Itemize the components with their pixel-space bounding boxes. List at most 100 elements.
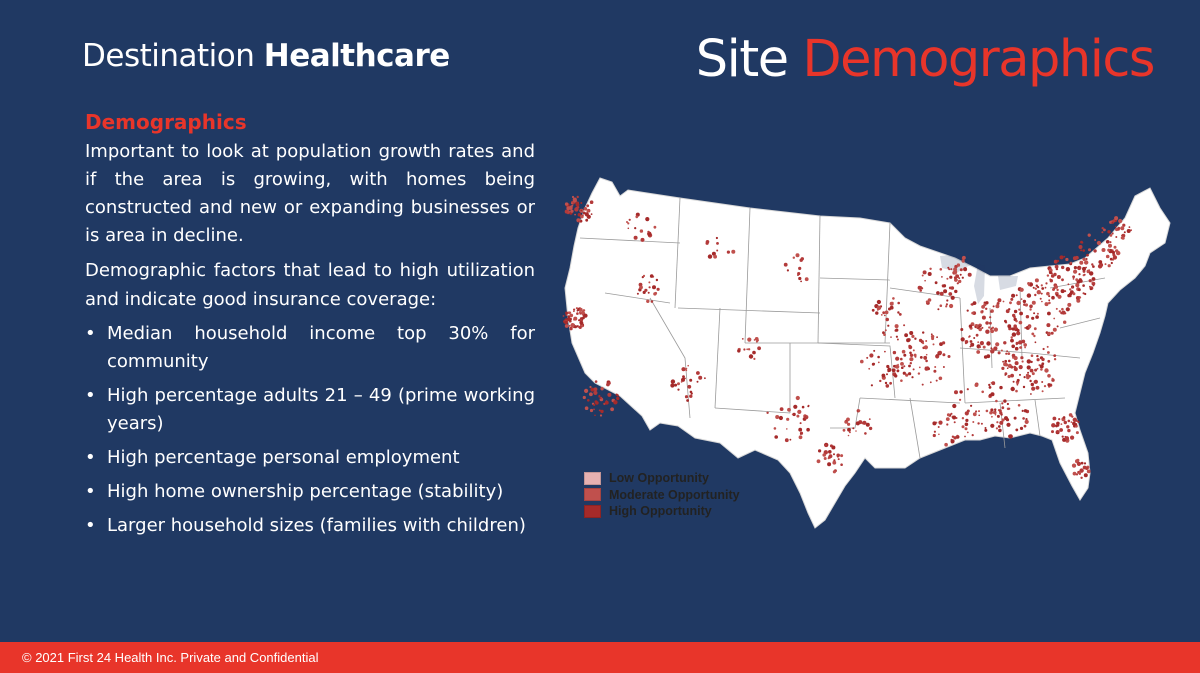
opportunity-dot	[1105, 240, 1110, 244]
opportunity-dot	[954, 289, 958, 294]
opportunity-dot	[1071, 286, 1074, 289]
opportunity-dot	[947, 355, 951, 358]
opportunity-dot	[1041, 287, 1045, 290]
opportunity-dot	[937, 308, 940, 311]
opportunity-dot	[1014, 346, 1019, 351]
opportunity-dot	[1046, 291, 1050, 296]
opportunity-dot	[1078, 471, 1082, 474]
opportunity-dot	[599, 414, 603, 417]
opportunity-dot	[950, 286, 955, 290]
opportunity-dot	[783, 262, 788, 267]
opportunity-dot	[964, 342, 967, 345]
opportunity-dot	[670, 379, 676, 384]
legend-swatch-moderate	[584, 488, 601, 502]
opportunity-dot	[894, 374, 898, 378]
opportunity-dot	[1010, 365, 1014, 369]
opportunity-dot	[713, 254, 717, 259]
opportunity-dot	[633, 235, 638, 240]
opportunity-dot	[959, 398, 962, 401]
opportunity-dot	[964, 435, 966, 438]
opportunity-dot	[571, 195, 575, 199]
opportunity-dot	[1014, 361, 1019, 366]
opportunity-dot	[791, 413, 794, 416]
opportunity-dot	[564, 320, 568, 325]
opportunity-dot	[757, 346, 761, 351]
opportunity-dot	[1041, 362, 1045, 366]
opportunity-dot	[1061, 307, 1064, 311]
opportunity-dot	[942, 341, 946, 345]
opportunity-dot	[949, 303, 954, 309]
opportunity-dot	[858, 409, 861, 412]
opportunity-dot	[997, 351, 1001, 355]
opportunity-dot	[904, 333, 908, 338]
opportunity-dot	[991, 381, 996, 386]
opportunity-dot	[798, 427, 803, 432]
opportunity-dot	[1046, 274, 1050, 277]
opportunity-dot	[971, 434, 974, 437]
opportunity-dot	[917, 372, 921, 375]
opportunity-dot	[868, 426, 873, 431]
opportunity-dot	[656, 287, 660, 291]
opportunity-dot	[946, 299, 949, 302]
opportunity-dot	[881, 373, 886, 378]
opportunity-dot	[1072, 292, 1076, 296]
opportunity-dot	[1048, 299, 1051, 302]
opportunity-dot	[1044, 368, 1049, 373]
opportunity-dot	[979, 346, 982, 349]
opportunity-dot	[1089, 271, 1094, 276]
opportunity-dot	[966, 431, 969, 434]
opportunity-dot	[1070, 415, 1073, 418]
opportunity-dot	[1047, 383, 1051, 387]
opportunity-dot	[935, 379, 938, 382]
opportunity-dot	[573, 316, 578, 321]
opportunity-dot	[909, 362, 912, 365]
opportunity-dot	[1105, 254, 1110, 259]
opportunity-dot	[642, 274, 646, 277]
opportunity-dot	[737, 349, 741, 353]
opportunity-dot	[824, 444, 828, 447]
opportunity-dot	[1015, 294, 1018, 297]
brand-logo: Destination Healthcare	[82, 38, 450, 74]
opportunity-dot	[972, 412, 977, 417]
opportunity-dot	[966, 309, 969, 312]
opportunity-dot	[576, 218, 581, 223]
opportunity-dot	[670, 383, 675, 388]
opportunity-dot	[909, 357, 914, 362]
opportunity-dot	[847, 427, 851, 432]
opportunity-dot	[653, 225, 657, 229]
opportunity-dot	[579, 321, 584, 325]
opportunity-dot	[852, 427, 855, 430]
opportunity-dot	[992, 305, 995, 308]
opportunity-dot	[639, 229, 644, 233]
opportunity-dot	[1006, 350, 1008, 353]
opportunity-dot	[934, 366, 937, 368]
opportunity-dot	[953, 421, 956, 424]
opportunity-dot	[569, 321, 571, 323]
opportunity-dot	[806, 427, 810, 432]
opportunity-dot	[864, 432, 867, 435]
opportunity-dot	[1080, 476, 1083, 479]
opportunity-dot	[905, 373, 909, 377]
opportunity-dot	[868, 367, 871, 370]
opportunity-dot	[1079, 260, 1084, 265]
list-item: High percentage adults 21 – 49 (prime wo…	[85, 382, 535, 438]
opportunity-dot	[836, 453, 840, 458]
opportunity-dot	[1061, 265, 1065, 270]
opportunity-dot	[589, 408, 594, 413]
opportunity-dot	[1064, 312, 1067, 315]
opportunity-dot	[991, 326, 995, 329]
opportunity-dot	[990, 329, 994, 334]
opportunity-dot	[593, 403, 596, 406]
opportunity-dot	[922, 331, 925, 334]
opportunity-dot	[974, 326, 977, 328]
opportunity-dot	[565, 311, 569, 315]
opportunity-dot	[919, 289, 922, 292]
opportunity-dot	[594, 380, 598, 383]
opportunity-dot	[681, 367, 686, 372]
opportunity-dot	[1003, 362, 1008, 367]
opportunity-dot	[983, 355, 988, 359]
opportunity-dot	[1091, 263, 1094, 266]
opportunity-dot	[685, 367, 688, 370]
opportunity-dot	[655, 278, 659, 282]
opportunity-dot	[646, 299, 650, 303]
